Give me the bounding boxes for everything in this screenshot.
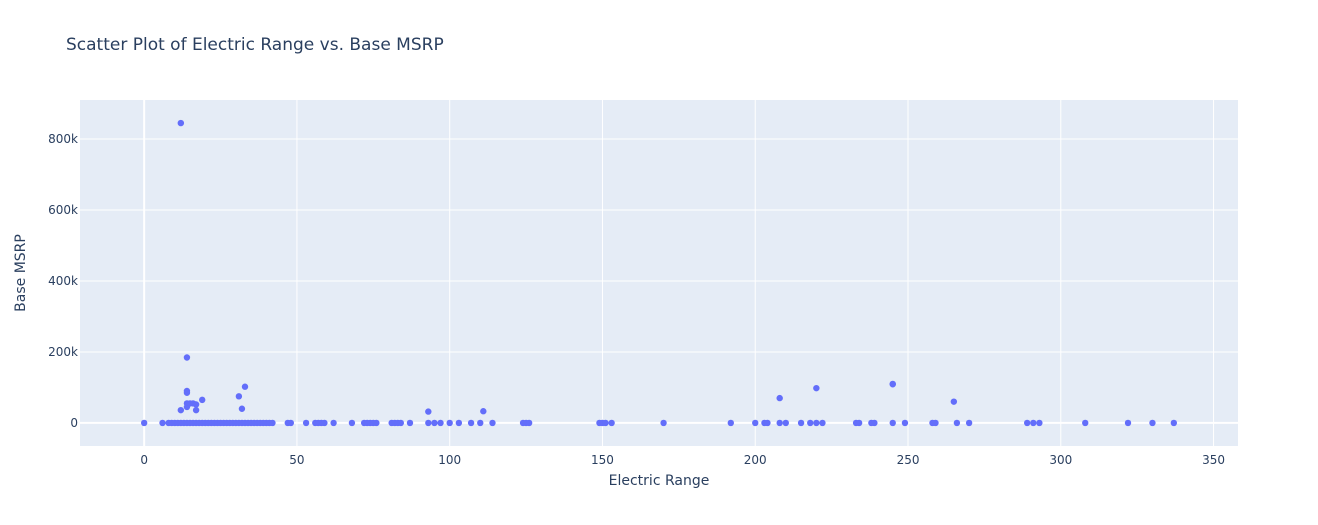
data-point xyxy=(140,419,148,427)
data-point xyxy=(183,389,191,396)
y-axis-label: Base MSRP xyxy=(13,234,29,312)
x-tick-label: 100 xyxy=(438,453,461,467)
data-point xyxy=(177,119,185,127)
data-point xyxy=(797,419,805,427)
data-point xyxy=(752,419,759,427)
y-tick-label: 400k xyxy=(48,274,78,288)
data-point xyxy=(183,354,191,361)
data-point xyxy=(302,419,310,427)
data-point xyxy=(321,419,328,427)
x-tick-label: 150 xyxy=(591,453,614,467)
data-point xyxy=(764,419,771,427)
data-point xyxy=(192,406,200,414)
data-point xyxy=(819,419,826,427)
data-point xyxy=(901,419,909,427)
data-point xyxy=(199,396,206,404)
data-point xyxy=(602,419,609,427)
data-point xyxy=(489,419,496,427)
data-point xyxy=(1149,419,1156,427)
data-point xyxy=(1030,419,1037,427)
data-point xyxy=(932,419,939,427)
y-tick-label: 600k xyxy=(48,203,78,217)
data-point xyxy=(477,419,484,427)
data-point xyxy=(965,419,973,427)
data-point xyxy=(1170,419,1178,427)
data-point xyxy=(1023,419,1031,427)
data-point xyxy=(889,381,896,388)
data-point xyxy=(608,419,615,427)
data-point xyxy=(241,383,249,390)
x-tick-label: 300 xyxy=(1049,453,1072,467)
data-point xyxy=(727,419,735,427)
data-point xyxy=(446,419,453,427)
data-point xyxy=(813,384,820,392)
y-axis-ticks: 0 200k 400k 600k 800k xyxy=(48,132,78,430)
data-point xyxy=(425,408,432,415)
x-tick-label: 250 xyxy=(897,453,920,467)
data-point xyxy=(348,419,356,427)
data-point xyxy=(1036,419,1043,427)
data-point xyxy=(855,419,863,427)
data-point xyxy=(406,419,414,427)
data-point xyxy=(782,419,789,427)
x-tick-label: 200 xyxy=(744,453,767,467)
data-point xyxy=(1082,419,1089,427)
data-point xyxy=(950,398,958,405)
data-point xyxy=(437,419,444,427)
y-tick-label: 200k xyxy=(48,345,78,359)
x-tick-label: 350 xyxy=(1202,453,1225,467)
data-point xyxy=(159,419,166,427)
data-point xyxy=(480,408,487,415)
data-point xyxy=(269,419,276,427)
data-point xyxy=(177,406,185,414)
data-point xyxy=(431,419,438,427)
data-point xyxy=(807,419,814,427)
data-point xyxy=(397,419,405,427)
data-point xyxy=(425,419,432,427)
data-point xyxy=(953,419,961,427)
data-point xyxy=(776,394,783,402)
data-point xyxy=(889,419,896,427)
data-point xyxy=(467,419,475,427)
data-point xyxy=(192,401,200,408)
data-point xyxy=(235,393,243,400)
x-axis-label: Electric Range xyxy=(609,473,710,489)
x-axis-ticks: 0 50 100 150 200 250 300 350 xyxy=(140,453,1225,467)
data-point xyxy=(287,419,295,427)
data-point xyxy=(373,419,380,427)
chart-title: Scatter Plot of Electric Range vs. Base … xyxy=(66,35,444,55)
data-point xyxy=(813,419,820,427)
x-tick-label: 50 xyxy=(289,453,304,467)
y-tick-label: 800k xyxy=(48,132,78,146)
data-point xyxy=(776,419,783,427)
data-point xyxy=(238,405,246,412)
plot-area xyxy=(80,100,1238,446)
data-point xyxy=(330,419,337,427)
x-tick-label: 0 xyxy=(140,453,148,467)
data-point xyxy=(871,419,878,427)
data-point xyxy=(525,419,533,427)
data-point xyxy=(660,419,667,427)
y-tick-label: 0 xyxy=(70,416,78,430)
data-point xyxy=(455,419,463,427)
data-points xyxy=(140,119,1178,427)
data-point xyxy=(1124,419,1132,427)
